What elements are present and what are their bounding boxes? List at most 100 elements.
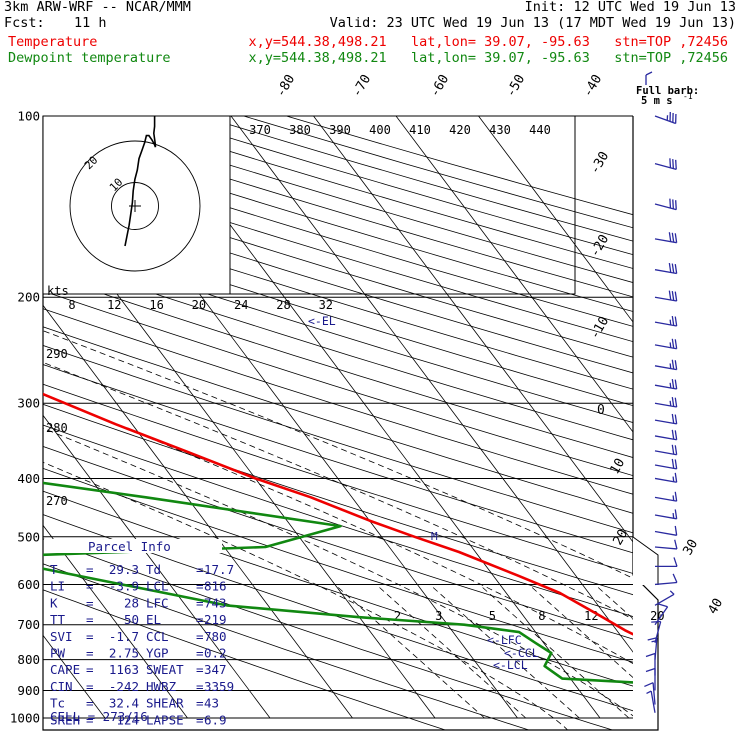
wind-barb-flag	[671, 397, 675, 407]
parcel-label: CIN	[50, 679, 73, 694]
wind-barb-flag	[646, 690, 652, 694]
wind-barb-flag	[674, 316, 678, 327]
wind-barb	[654, 573, 678, 586]
parcel-equals: =	[196, 579, 204, 594]
wind-barb	[644, 682, 656, 705]
wind-barb-flag	[673, 557, 678, 567]
full-barb-exponent: -1	[683, 92, 693, 101]
wind-barb	[654, 458, 678, 470]
wind-barb	[655, 557, 678, 568]
mixing-ratio-label: 5	[489, 609, 496, 623]
temperature-legend: Temperature	[8, 34, 98, 50]
adiabat-label: 290	[46, 347, 68, 361]
wind-barb-flag	[671, 291, 675, 301]
parcel-equals: =	[86, 712, 94, 727]
pressure-tick-label: 500	[17, 529, 40, 544]
dry-adiabat	[43, 445, 633, 640]
frame-notch	[633, 537, 691, 585]
dry-adiabat	[43, 467, 633, 663]
parcel-value: 0.2	[204, 646, 227, 661]
dewpoint-location: x,y=544.38,498.21 lat,lon= 39.07, -95.63…	[248, 50, 728, 66]
parcel-equals: =	[86, 579, 94, 594]
parcel-equals: =	[196, 595, 204, 610]
mixing-ratio-label: 3	[435, 609, 442, 623]
wind-barb	[654, 491, 678, 502]
parcel-value: 347	[204, 662, 227, 677]
parcel-value: -3.9	[109, 579, 139, 594]
dry-adiabat	[43, 256, 633, 441]
wind-barb-flag	[674, 414, 678, 425]
mixing-ratio-line	[334, 584, 485, 719]
wind-barb-flag	[674, 430, 678, 440]
isotherm-label: -60	[427, 72, 452, 100]
dry-adiabat	[43, 207, 633, 390]
parcel-value: 29.3	[109, 562, 139, 577]
wind-barb-flag	[671, 232, 675, 243]
hodograph-ring	[69, 140, 201, 272]
wind-barb-flag	[674, 291, 678, 302]
wind-barb-flag	[671, 458, 675, 469]
wind-barb	[654, 111, 677, 125]
wind-barb	[646, 690, 656, 713]
parcel-equals: =	[86, 679, 94, 694]
wind-barb-flag	[671, 413, 675, 424]
model-title: 3km ARW-WRF -- NCAR/MMM	[4, 0, 191, 15]
theta-frame	[229, 115, 576, 295]
parcel-label: TT	[50, 612, 66, 627]
dry-adiabat	[43, 490, 633, 687]
wind-barb-flag	[672, 159, 675, 169]
wind-barb-flag	[674, 472, 678, 483]
dewpoint-legend: Dewpoint temperature	[8, 50, 171, 66]
parcel-value: 6.9	[204, 712, 227, 727]
wind-barb-flag	[672, 573, 678, 583]
wind-barb-flag	[674, 491, 678, 502]
wind-barb	[654, 444, 678, 456]
dry-adiabat	[43, 308, 633, 495]
upper-scale-label: 32	[319, 298, 333, 312]
dry-adiabat	[43, 223, 633, 407]
isotherm-label: -80	[273, 72, 298, 100]
parcel-equals: =	[196, 712, 204, 727]
mixing-ratio-line	[528, 584, 633, 679]
parcel-equals: =	[86, 696, 94, 711]
temperature-location: x,y=544.38,498.21 lat,lon= 39.07, -95.63…	[248, 34, 728, 50]
dry-adiabat	[43, 514, 633, 712]
dry-adiabat	[43, 383, 633, 574]
wind-barb-flag	[674, 459, 678, 469]
theta-label: 420	[449, 123, 471, 137]
parcel-equals: =	[196, 562, 204, 577]
wind-barb-flag	[671, 444, 675, 455]
parcel-value: 17.7	[204, 562, 234, 577]
parcel-value: 124	[116, 712, 139, 727]
parcel-equals: =	[86, 629, 94, 644]
wind-barb	[654, 509, 678, 520]
wind-barb-flag	[668, 232, 672, 242]
adiabat-label: 270	[46, 494, 68, 508]
parcel-label: K	[50, 595, 58, 610]
full-barb-flag	[645, 71, 653, 76]
wind-barb	[645, 667, 656, 691]
wind-barb-flag	[675, 200, 677, 210]
isotherm-label: 20	[610, 527, 631, 548]
parcel-label: SREH	[50, 712, 80, 727]
mixing-ratio-line	[478, 584, 630, 719]
dewpoint-curve	[43, 481, 633, 684]
wind-barb-flag	[645, 652, 656, 658]
wind-barb-staff	[654, 546, 677, 550]
dry-adiabat	[43, 538, 614, 730]
wind-barb-flag	[675, 159, 677, 170]
wind-barb-flag	[671, 379, 675, 389]
parcel-value: 3359	[204, 679, 234, 694]
wind-barb	[654, 338, 678, 350]
pressure-tick-label: 400	[17, 471, 40, 486]
parcel-value: 43	[204, 696, 219, 711]
theta-label: 430	[489, 123, 511, 137]
wind-barb	[654, 429, 678, 441]
parcel-cell: CELL = 273/16	[50, 709, 148, 724]
wind-barb-flag	[674, 397, 678, 408]
pressure-tick-label: 100	[17, 109, 40, 124]
dry-adiabat	[43, 290, 633, 477]
isotherm-label: 30	[680, 537, 701, 558]
isotherm-label: -20	[587, 232, 612, 260]
parcel-info-title: Parcel Info	[88, 539, 171, 554]
